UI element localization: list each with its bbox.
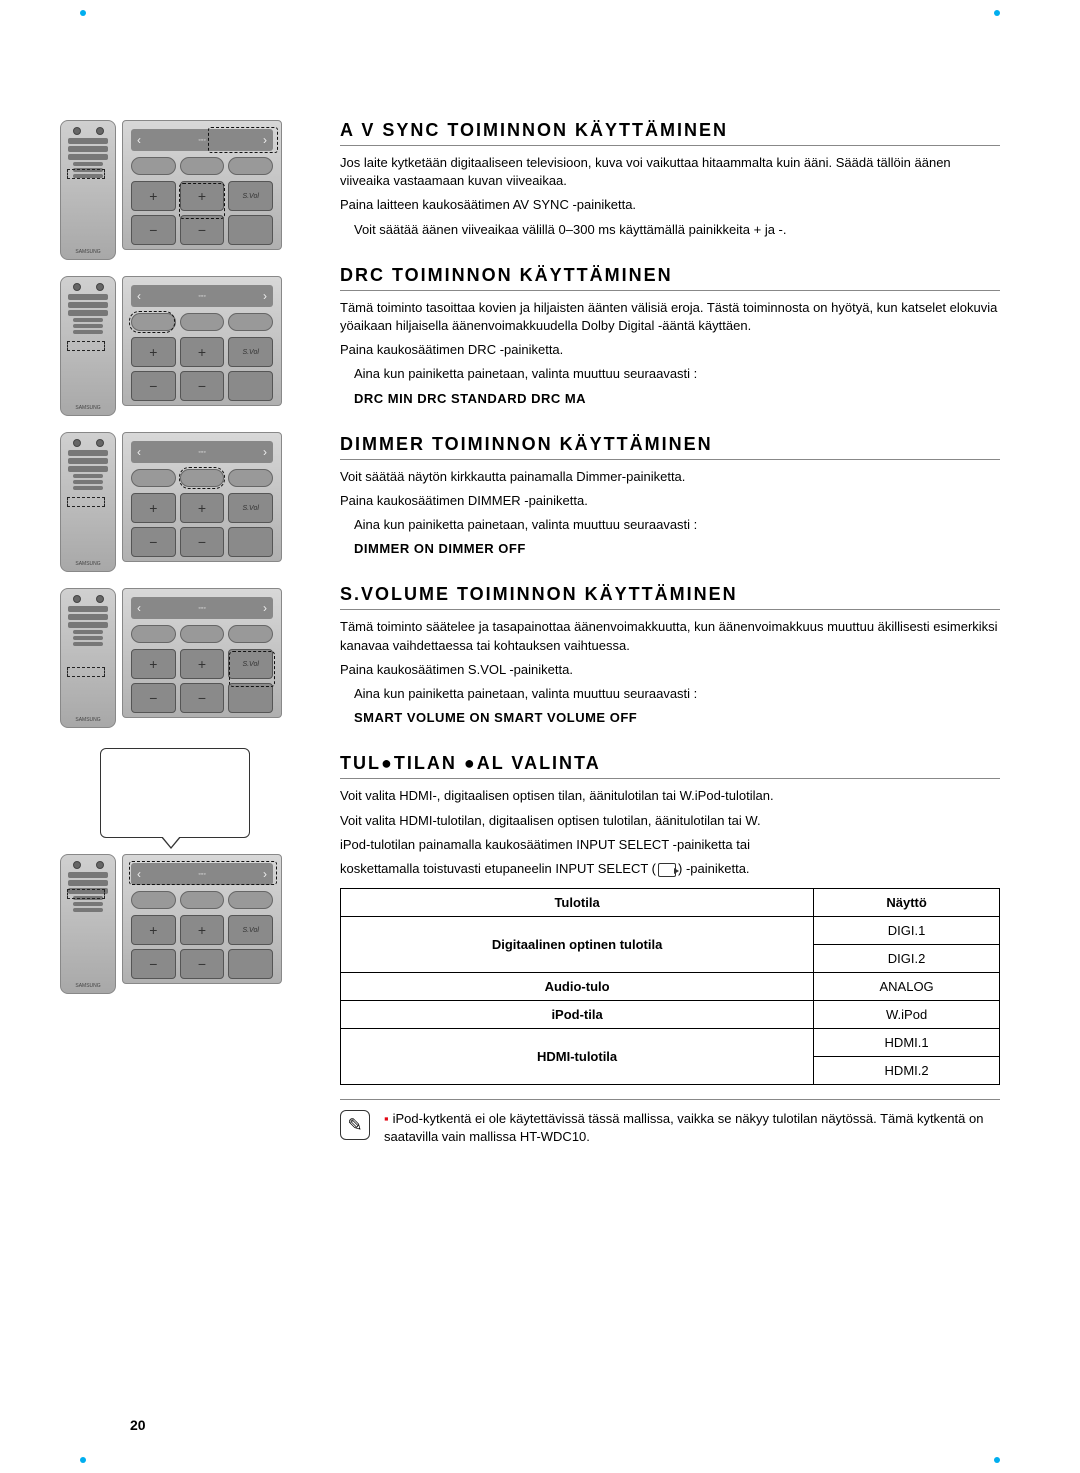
body-text: Paina kaukosäätimen DIMMER -painiketta. [340,492,1000,510]
body-text: Tämä toiminto säätelee ja tasapainottaa … [340,618,1000,654]
table-cell: iPod-tila [341,1001,814,1029]
table-cell: HDMI.2 [814,1057,1000,1085]
input-select-icon [658,863,676,877]
crop-mark [994,10,1000,16]
body-text: Aina kun painiketta painetaan, valinta m… [354,516,1000,534]
body-text: Voit valita HDMI-tulotilan, digitaalisen… [340,812,1000,830]
note-body: iPod-kytkentä ei ole käytettävissä tässä… [384,1111,983,1144]
option-chain: DRC MIN DRC STANDARD DRC MA [354,390,1000,408]
callout-bubble [100,748,310,838]
body-text: Paina kaukosäätimen S.VOL -painiketta. [340,661,1000,679]
body-text: Paina kaukosäätimen DRC -painiketta. [340,341,1000,359]
section-input-mode: TUL●TILAN ●AL VALINTA Voit valita HDMI-,… [340,753,1000,1146]
body-text: Tämä toiminto tasoittaa kovien ja hiljai… [340,299,1000,335]
table-header: Näyttö [814,889,1000,917]
body-text: Aina kun painiketta painetaan, valinta m… [354,685,1000,703]
body-text: Voit säätää näytön kirkkautta painamalla… [340,468,1000,486]
body-text: Paina laitteen kaukosäätimen AV SYNC -pa… [340,196,1000,214]
table-cell: W.iPod [814,1001,1000,1029]
body-text: koskettamalla toistuvasti etupaneelin IN… [340,860,1000,878]
crop-mark [994,1457,1000,1463]
section-title: S.VOLUME TOIMINNON KÄYTTÄMINEN [340,584,1000,610]
input-mode-table: Tulotila Näyttö Digitaalinen optinen tul… [340,888,1000,1085]
body-text: Voit säätää äänen viiveaikaa välillä 0–3… [354,221,1000,239]
section-title: DRC TOIMINNON KÄYTTÄMINEN [340,265,1000,291]
section-drc: DRC TOIMINNON KÄYTTÄMINEN Tämä toiminto … [340,265,1000,408]
section-avsync: A V SYNC TOIMINNON KÄYTTÄMINEN Jos laite… [340,120,1000,239]
table-header: Tulotila [341,889,814,917]
body-text: Voit valita HDMI-, digitaalisen optisen … [340,787,1000,805]
remote-illustration: SAMSUNG ‹◦◦◦› ++S.Vol −− [60,432,310,572]
text-span: koskettamalla toistuvasti etupaneelin IN… [340,861,656,876]
crop-mark [80,10,86,16]
section-svolume: S.VOLUME TOIMINNON KÄYTTÄMINEN Tämä toim… [340,584,1000,727]
table-cell: Audio-tulo [341,973,814,1001]
remote-illustration: SAMSUNG ‹◦◦◦› ++S.Vol −− [60,120,310,260]
table-cell: ANALOG [814,973,1000,1001]
bullet-icon: ▪ [384,1111,389,1126]
table-cell: DIGI.1 [814,917,1000,945]
illustrations-column: SAMSUNG ‹◦◦◦› ++S.Vol −− [60,120,310,1173]
table-cell: HDMI-tulotila [341,1029,814,1085]
table-cell: HDMI.1 [814,1029,1000,1057]
section-title: A V SYNC TOIMINNON KÄYTTÄMINEN [340,120,1000,146]
text-span: ) -painiketta. [678,861,750,876]
option-chain: SMART VOLUME ON SMART VOLUME OFF [354,709,1000,727]
remote-illustration: SAMSUNG ‹◦◦◦› ++S.Vol −− [60,276,310,416]
table-cell: DIGI.2 [814,945,1000,973]
note-icon: ✎ [340,1110,370,1140]
body-text: Jos laite kytketään digitaaliseen televi… [340,154,1000,190]
option-chain: DIMMER ON DIMMER OFF [354,540,1000,558]
section-title: TUL●TILAN ●AL VALINTA [340,753,1000,779]
note-box: ✎ ▪iPod-kytkentä ei ole käytettävissä tä… [340,1099,1000,1146]
remote-illustration: SAMSUNG ‹◦◦◦› ++S.Vol −− [60,854,310,994]
section-title: DIMMER TOIMINNON KÄYTTÄMINEN [340,434,1000,460]
text-column: A V SYNC TOIMINNON KÄYTTÄMINEN Jos laite… [340,120,1020,1173]
remote-illustration: SAMSUNG ‹◦◦◦› ++S.Vol −− [60,588,310,728]
note-text: ▪iPod-kytkentä ei ole käytettävissä täss… [384,1110,1000,1146]
section-dimmer: DIMMER TOIMINNON KÄYTTÄMINEN Voit säätää… [340,434,1000,559]
body-text: Aina kun painiketta painetaan, valinta m… [354,365,1000,383]
table-cell: Digitaalinen optinen tulotila [341,917,814,973]
page-number: 20 [130,1417,146,1433]
crop-mark [80,1457,86,1463]
body-text: iPod-tulotilan painamalla kaukosäätimen … [340,836,1000,854]
